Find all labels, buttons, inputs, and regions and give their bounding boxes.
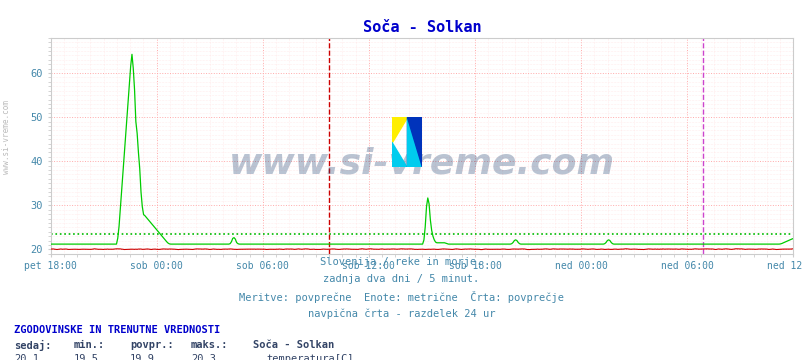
Text: Meritve: povprečne  Enote: metrične  Črta: povprečje: Meritve: povprečne Enote: metrične Črta:… bbox=[239, 291, 563, 303]
Text: ZGODOVINSKE IN TRENUTNE VREDNOSTI: ZGODOVINSKE IN TRENUTNE VREDNOSTI bbox=[14, 325, 221, 335]
Bar bbox=[407, 117, 422, 167]
Text: 20,1: 20,1 bbox=[14, 354, 39, 360]
Polygon shape bbox=[407, 117, 422, 167]
Text: min.:: min.: bbox=[74, 340, 105, 350]
Text: www.si-vreme.com: www.si-vreme.com bbox=[229, 146, 614, 180]
Title: Soča - Solkan: Soča - Solkan bbox=[363, 20, 480, 35]
Text: maks.:: maks.: bbox=[191, 340, 229, 350]
Text: temperatura[C]: temperatura[C] bbox=[266, 354, 354, 360]
Text: 20,3: 20,3 bbox=[191, 354, 216, 360]
Text: Slovenija / reke in morje.: Slovenija / reke in morje. bbox=[320, 257, 482, 267]
Text: www.si-vreme.com: www.si-vreme.com bbox=[2, 100, 11, 174]
Text: 19,9: 19,9 bbox=[130, 354, 155, 360]
Text: navpična črta - razdelek 24 ur: navpična črta - razdelek 24 ur bbox=[307, 309, 495, 319]
Text: 19,5: 19,5 bbox=[74, 354, 99, 360]
Text: povpr.:: povpr.: bbox=[130, 340, 173, 350]
Polygon shape bbox=[391, 142, 407, 167]
Text: sedaj:: sedaj: bbox=[14, 340, 52, 351]
Text: zadnja dva dni / 5 minut.: zadnja dva dni / 5 minut. bbox=[323, 274, 479, 284]
Polygon shape bbox=[391, 117, 407, 142]
Text: Soča - Solkan: Soča - Solkan bbox=[253, 340, 334, 350]
Polygon shape bbox=[407, 117, 422, 167]
